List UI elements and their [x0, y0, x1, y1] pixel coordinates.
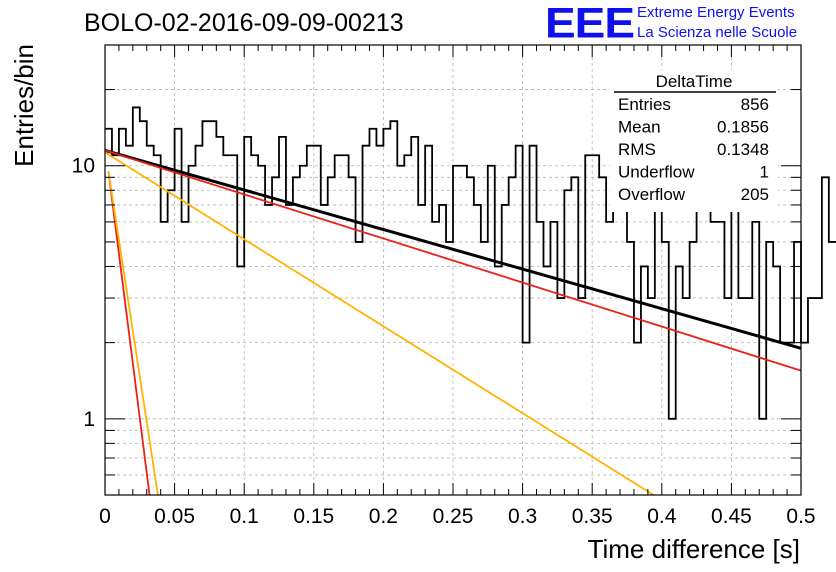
fit-line-3 [104, 151, 654, 496]
stats-label: Overflow [618, 185, 686, 204]
fit-line-1 [104, 148, 802, 350]
logo-line-2: La Scienza nelle Scuole [637, 24, 798, 41]
fit-line-4 [107, 171, 151, 496]
logo-caption: Extreme Energy Events La Scienza nelle S… [637, 3, 797, 43]
logo-line-1: Extreme Energy Events [637, 4, 795, 21]
stats-value: 0.1348 [717, 140, 769, 159]
axis-ticks [104, 45, 802, 495]
stats-box-background [610, 70, 778, 212]
x-tick-label: 0.15 [293, 505, 334, 528]
x-tick-label: 0.2 [369, 505, 398, 528]
x-axis-label: Time difference [s] [588, 534, 800, 564]
histogram-step-line [105, 106, 836, 420]
x-tick-label: 0.1 [230, 505, 259, 528]
x-tick-label: 0.25 [433, 505, 474, 528]
fit-lines [104, 148, 802, 496]
x-tick-label: 0 [99, 505, 111, 528]
x-tick-label: 0.35 [572, 505, 613, 528]
eee-logo: EEE [545, 0, 635, 47]
stats-label: Mean [618, 118, 661, 137]
stats-title: DeltaTime [656, 72, 733, 91]
fit-line-2 [104, 149, 802, 372]
stats-value: 0.1856 [717, 118, 769, 137]
stats-value: 205 [741, 185, 769, 204]
x-tick-label: 0.05 [154, 505, 195, 528]
stats-box: DeltaTime Entries 856 Mean 0.1856 RMS 0.1348 Un… [610, 70, 778, 212]
stats-label: RMS [618, 140, 656, 159]
x-tick-label: 0.45 [711, 505, 752, 528]
x-tick-label: 0.3 [508, 505, 537, 528]
y-axis-label: Entries/bin [9, 44, 39, 167]
y-tick-label: 1 [83, 408, 95, 431]
x-tick-label: 0.5 [786, 505, 815, 528]
stats-label: Entries [618, 95, 671, 114]
axis-labels: 0 0.05 0.1 0.15 0.2 0.25 0.3 0.35 0.4 0.45 0.5 1 10 T… [9, 44, 816, 564]
stats-label: Underflow [618, 163, 695, 182]
x-tick-label: 0.4 [647, 505, 677, 528]
fit-line-5 [107, 171, 159, 496]
histogram-bars [105, 106, 836, 420]
y-tick-label: 10 [72, 155, 95, 178]
stats-value: 856 [741, 95, 769, 114]
chart-title: BOLO-02-2016-09-09-00213 [84, 9, 404, 37]
stats-value: 1 [760, 163, 769, 182]
